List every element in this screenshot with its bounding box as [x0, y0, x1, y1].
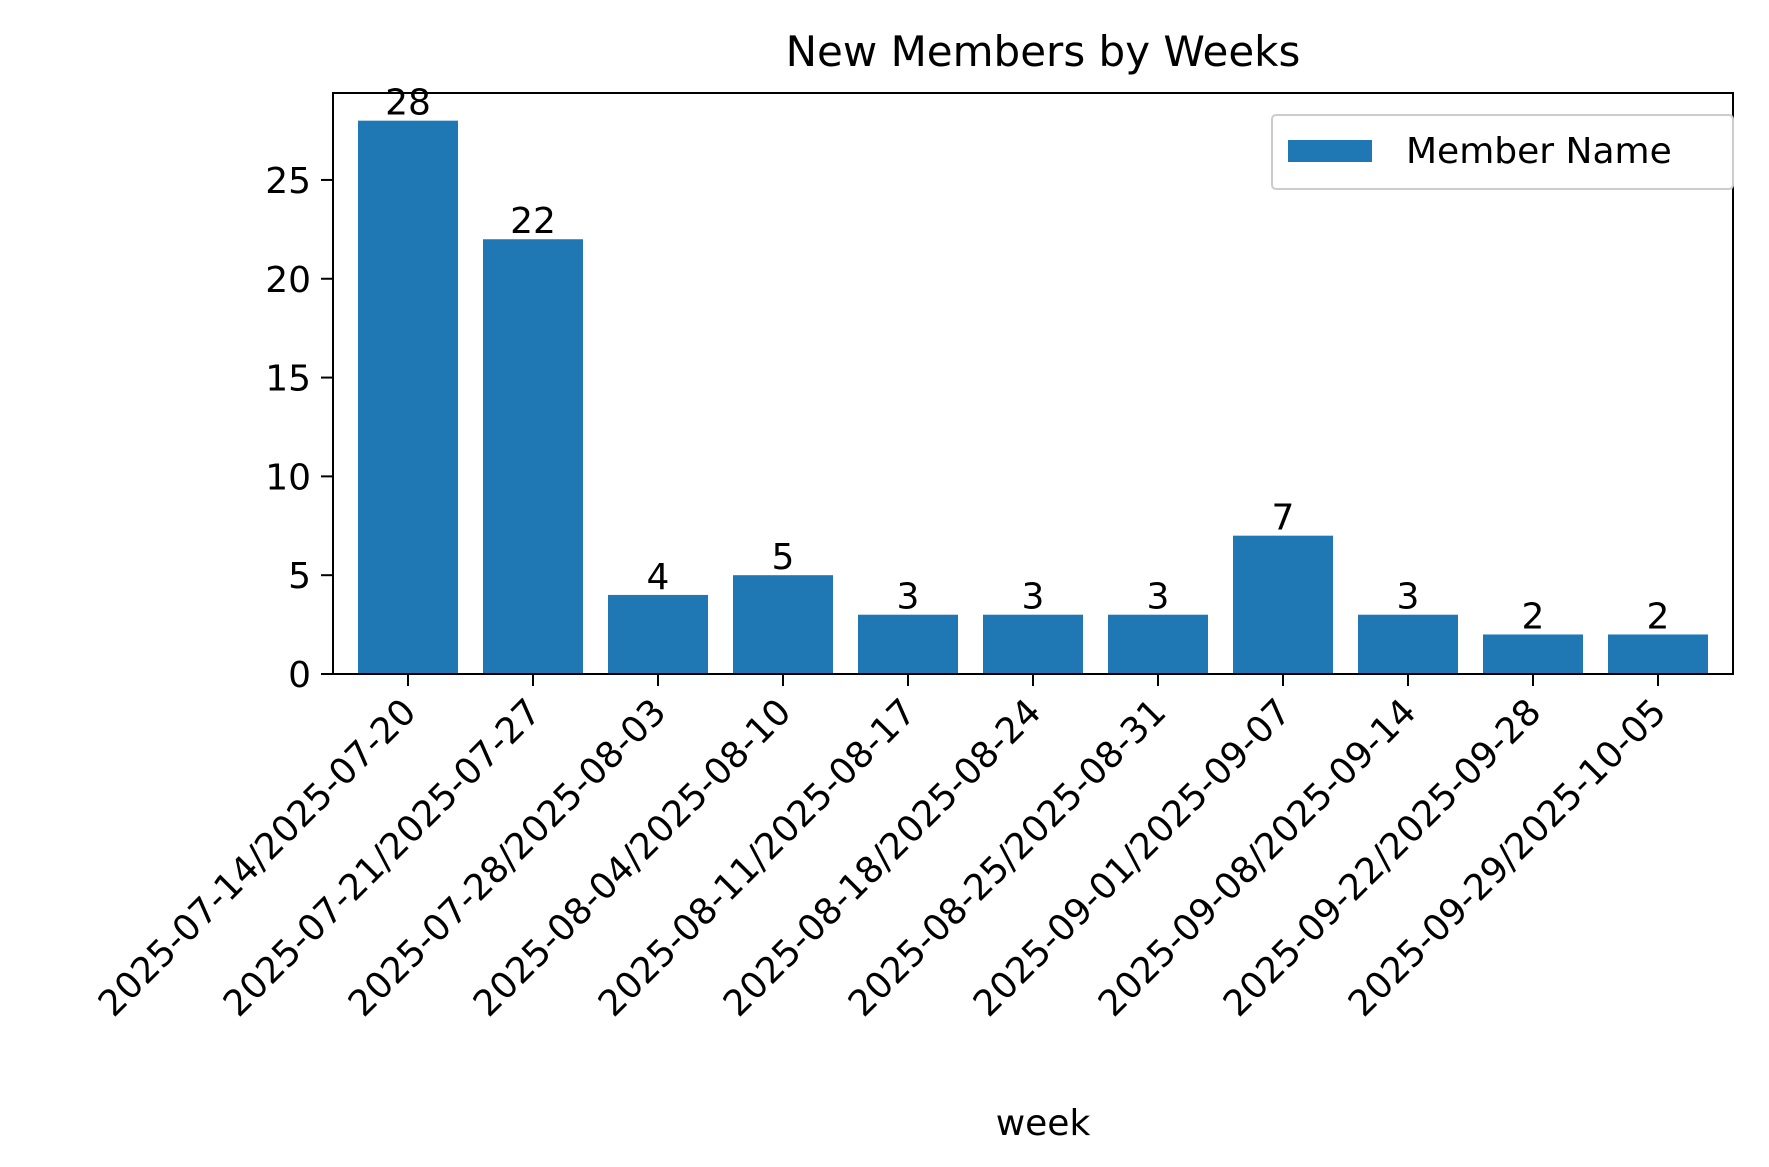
- y-axis: 0 5 10 15 20 25: [265, 161, 333, 696]
- bar-value-label: 3: [897, 577, 920, 618]
- bar-value-label: 22: [510, 201, 556, 242]
- legend-box: [1271, 114, 1734, 190]
- y-tick-label: 15: [265, 359, 311, 400]
- legend-label: Member Name: [1406, 131, 1672, 172]
- bars-group: [358, 120, 1708, 675]
- bar: [1483, 634, 1583, 674]
- legend-swatch: [1288, 140, 1372, 162]
- bar: [1233, 535, 1333, 674]
- bar-value-label: 4: [647, 557, 670, 598]
- bar: [1608, 634, 1708, 674]
- bar: [858, 614, 958, 674]
- x-axis-label: week: [996, 1103, 1091, 1144]
- bar: [608, 594, 708, 674]
- y-tick-label: 20: [265, 260, 311, 301]
- bar-value-label: 3: [1397, 577, 1420, 618]
- bar: [1358, 614, 1458, 674]
- chart-title: New Members by Weeks: [786, 27, 1301, 76]
- bar-value-label: 2: [1647, 596, 1670, 637]
- bar-value-label: 5: [772, 537, 795, 578]
- bar: [983, 614, 1083, 674]
- bar: [1108, 614, 1208, 674]
- y-tick-label: 10: [265, 457, 311, 498]
- plot-frame: [332, 92, 1734, 675]
- legend: Member Name: [1271, 114, 1734, 190]
- bar-value-label: 2: [1522, 596, 1545, 637]
- bar-value-label: 28: [385, 83, 431, 124]
- y-tick-label: 0: [288, 655, 311, 696]
- bar: [733, 575, 833, 674]
- bar: [358, 120, 458, 675]
- y-tick-label: 5: [288, 556, 311, 597]
- y-tick-label: 25: [265, 161, 311, 202]
- bar: [483, 239, 583, 675]
- bar-value-label: 7: [1272, 498, 1295, 539]
- bar-value-label: 3: [1147, 577, 1170, 618]
- bar-value-label: 3: [1022, 577, 1045, 618]
